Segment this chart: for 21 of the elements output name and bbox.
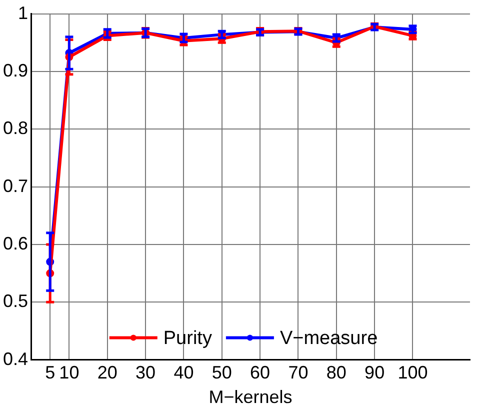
x-axis-title: M−kernels <box>208 387 292 408</box>
x-tick-label: 20 <box>97 362 118 383</box>
y-tick-label: 0.5 <box>2 291 28 312</box>
x-tick-label: 10 <box>59 362 80 383</box>
x-tick-label: 60 <box>250 362 270 383</box>
y-tick-label: 1 <box>18 2 28 23</box>
x-tick-label: 5 <box>45 362 56 383</box>
y-tick-label: 0.9 <box>2 60 28 80</box>
x-tick-label: 90 <box>364 362 385 383</box>
y-tick-label: 0.8 <box>2 118 28 138</box>
x-tick-label: 100 <box>398 362 428 383</box>
y-tick-label: 0.4 <box>2 348 28 369</box>
legend-label: Purity <box>163 328 212 350</box>
y-tick-label: 0.7 <box>2 176 28 196</box>
x-tick-label: 70 <box>288 362 308 383</box>
y-tick-label: 0.6 <box>2 233 28 254</box>
x-tick-label: 30 <box>136 362 156 383</box>
x-tick-label: 80 <box>326 362 346 383</box>
x-tick-label: 50 <box>212 362 232 383</box>
x-tick-label: 40 <box>174 362 194 383</box>
legend-label: V−measure <box>280 328 378 350</box>
